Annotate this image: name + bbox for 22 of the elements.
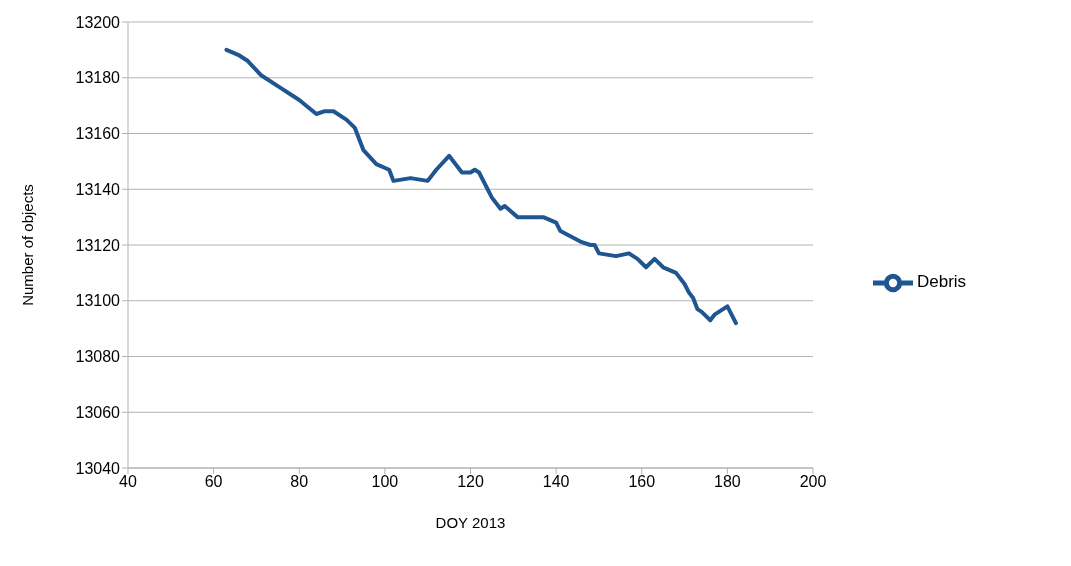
y-tick-label: 13060 bbox=[75, 403, 121, 421]
y-axis-title: Number of objects bbox=[19, 184, 37, 306]
y-tick-label: 13160 bbox=[75, 125, 121, 143]
x-tick-label: 200 bbox=[799, 473, 827, 491]
y-tick-label: 13080 bbox=[75, 348, 121, 366]
x-tick-label: 40 bbox=[119, 473, 137, 491]
x-tick-label: 100 bbox=[371, 473, 399, 491]
y-tick-label: 13100 bbox=[75, 292, 121, 310]
y-tick-label: 13180 bbox=[75, 69, 121, 87]
x-tick-label: 60 bbox=[204, 473, 223, 491]
legend-label: Debris bbox=[917, 272, 967, 292]
x-tick-label: 140 bbox=[542, 473, 570, 491]
x-tick-label: 80 bbox=[290, 473, 309, 491]
y-tick-label: 13040 bbox=[75, 459, 121, 477]
x-tick-label: 120 bbox=[457, 473, 484, 491]
y-tick-label: 13140 bbox=[75, 180, 121, 198]
x-tick-label: 180 bbox=[714, 473, 741, 491]
y-tick-label: 13200 bbox=[75, 13, 121, 31]
line-series bbox=[224, 47, 738, 326]
y-tick-label: 13120 bbox=[75, 236, 121, 254]
x-axis-title: DOY 2013 bbox=[435, 514, 506, 531]
x-tick-label: 160 bbox=[628, 473, 656, 491]
